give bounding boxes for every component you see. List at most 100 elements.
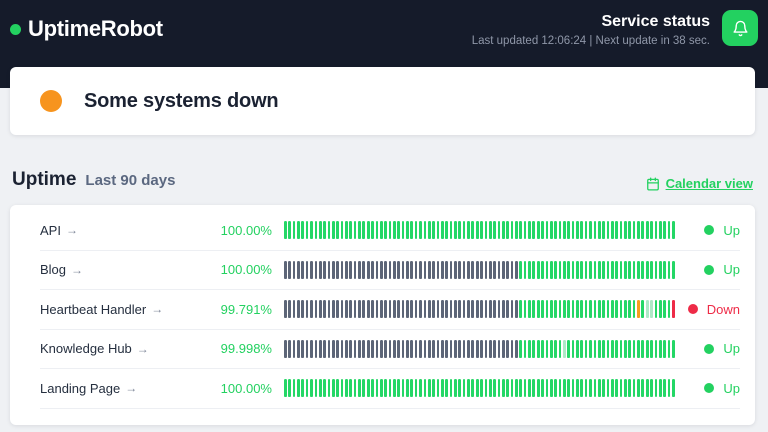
- day-bar-up: [671, 221, 675, 240]
- status-dot-icon: [704, 383, 715, 394]
- day-bar-up: [318, 379, 322, 398]
- day-bar-nodata: [467, 260, 470, 279]
- monitor-name-link[interactable]: Heartbeat Handler →: [40, 302, 221, 317]
- day-bar-up: [379, 221, 383, 240]
- day-bar-up: [458, 221, 462, 240]
- bell-icon: [732, 20, 749, 37]
- day-bar-up: [401, 221, 405, 240]
- day-bar-up: [419, 221, 422, 240]
- status-badge: Up: [676, 262, 740, 277]
- day-bar-up: [536, 300, 540, 319]
- day-bar-up: [327, 221, 331, 240]
- uptime-percentage: 100.00%: [220, 222, 272, 238]
- day-bar-nodata: [384, 260, 387, 279]
- day-bar-up: [340, 379, 344, 398]
- day-bar-up: [318, 221, 322, 240]
- day-bar-up: [519, 300, 523, 319]
- monitor-name-label: Landing Page: [40, 380, 121, 396]
- day-bar-up: [597, 260, 601, 279]
- day-bar-nodata: [423, 339, 427, 358]
- day-bar-up: [663, 339, 666, 358]
- uptime-bars-chart: [284, 339, 676, 358]
- monitor-name-link[interactable]: Blog →: [40, 262, 221, 277]
- day-bar-up: [610, 300, 614, 319]
- day-bar-nodata: [305, 300, 309, 319]
- monitor-name-label: Knowledge Hub: [40, 341, 132, 357]
- day-bar-up: [576, 339, 579, 358]
- day-bar-up: [519, 221, 523, 240]
- day-bar-up: [641, 221, 645, 240]
- day-bar-up: [619, 379, 623, 398]
- monitor-name-link[interactable]: Knowledge Hub →: [40, 341, 221, 356]
- day-bar-up: [589, 260, 592, 279]
- day-bar-nodata: [427, 260, 431, 279]
- day-bar-up: [510, 221, 514, 240]
- day-bar-nodata: [436, 300, 440, 319]
- calendar-view-link[interactable]: Calendar view: [646, 176, 753, 191]
- day-bar-nodata: [349, 300, 353, 319]
- day-bar-up: [292, 379, 296, 398]
- day-bar-up: [528, 260, 531, 279]
- day-bar-up: [536, 339, 540, 358]
- monitor-row: Heartbeat Handler → 99.791% Down: [40, 290, 740, 330]
- day-bar-up: [484, 221, 488, 240]
- day-bar-up: [654, 260, 658, 279]
- day-bar-degraded: [637, 300, 640, 319]
- uptimerobot-logo[interactable]: UptimeRobot: [10, 16, 163, 42]
- day-bar-up: [658, 379, 662, 398]
- day-bar-nodata: [345, 339, 348, 358]
- day-bar-up: [549, 221, 553, 240]
- day-bar-nodata: [401, 300, 405, 319]
- day-bar-up: [593, 300, 597, 319]
- day-bar-partial: [650, 300, 653, 319]
- day-bar-up: [549, 300, 553, 319]
- day-bar-up: [471, 379, 475, 398]
- day-bar-up: [414, 221, 418, 240]
- day-bar-up: [576, 221, 579, 240]
- day-bar-nodata: [392, 339, 396, 358]
- day-bar-up: [353, 221, 357, 240]
- day-bar-up: [301, 221, 305, 240]
- day-bar-nodata: [515, 339, 518, 358]
- day-bar-nodata: [297, 339, 300, 358]
- day-bar-up: [305, 379, 309, 398]
- day-bar-up: [624, 260, 627, 279]
- day-bar-up: [410, 221, 414, 240]
- day-bar-nodata: [506, 260, 510, 279]
- day-bar-nodata: [292, 339, 296, 358]
- day-bar-nodata: [484, 300, 488, 319]
- day-bar-nodata: [292, 260, 296, 279]
- day-bar-up: [619, 339, 623, 358]
- last-updated-text: Last updated 12:06:24 | Next update in 3…: [471, 35, 710, 47]
- monitor-name-link[interactable]: API →: [40, 223, 221, 238]
- day-bar-nodata: [358, 339, 361, 358]
- day-bar-up: [406, 379, 409, 398]
- day-bar-up: [589, 221, 592, 240]
- day-bar-nodata: [497, 260, 501, 279]
- day-bar-nodata: [432, 339, 435, 358]
- subscribe-button[interactable]: [722, 10, 758, 46]
- day-bar-nodata: [406, 260, 409, 279]
- monitor-name-label: Heartbeat Handler: [40, 301, 147, 317]
- day-bar-nodata: [445, 339, 448, 358]
- day-bar-nodata: [440, 260, 444, 279]
- day-bar-up: [654, 300, 658, 319]
- day-bar-nodata: [497, 300, 501, 319]
- day-bar-nodata: [480, 300, 483, 319]
- day-bar-up: [593, 379, 597, 398]
- day-bar-up: [615, 221, 618, 240]
- day-bar-nodata: [323, 260, 326, 279]
- day-bar-nodata: [432, 300, 435, 319]
- day-bar-up: [480, 379, 483, 398]
- monitor-name-link[interactable]: Landing Page →: [40, 381, 221, 396]
- day-bar-up: [532, 339, 536, 358]
- day-bar-up: [501, 221, 505, 240]
- day-bar-up: [340, 221, 344, 240]
- day-bar-up: [371, 379, 374, 398]
- day-bar-up: [310, 379, 313, 398]
- day-bar-up: [532, 300, 536, 319]
- day-bar-nodata: [414, 300, 418, 319]
- day-bar-up: [593, 260, 597, 279]
- day-bar-up: [536, 221, 540, 240]
- day-bar-nodata: [410, 300, 414, 319]
